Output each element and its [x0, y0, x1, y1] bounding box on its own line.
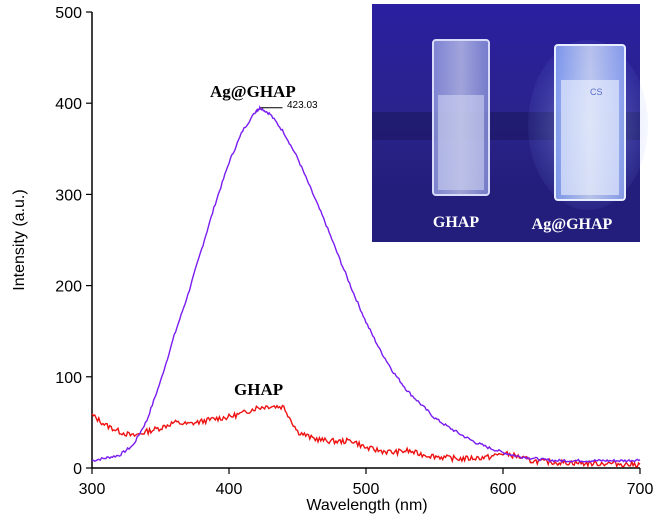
- x-tick-label: 400: [216, 481, 243, 498]
- x-tick-label: 500: [353, 481, 380, 498]
- y-tick-label: 400: [55, 96, 82, 113]
- y-tick-label: 500: [55, 5, 82, 22]
- y-ticks: 0 100 200 300 400 500: [55, 5, 92, 478]
- cuvette-ghap-outline: [432, 39, 490, 196]
- cuvette-mark: CS: [590, 87, 603, 97]
- inset-photo: CS GHAP Ag@GHAP: [372, 4, 648, 242]
- inset-label-ghap: GHAP: [433, 214, 479, 231]
- cuvette-ghap-liquid: [438, 95, 484, 190]
- cuvette-ag-ghap-liquid: [561, 80, 619, 195]
- x-ticks: 300 400 500 600 700: [79, 468, 654, 498]
- peak-value-label: 423.03: [287, 100, 318, 111]
- x-tick-label: 300: [79, 481, 106, 498]
- series-label-ghap: GHAP: [234, 380, 283, 399]
- y-tick-label: 300: [55, 187, 82, 204]
- series-label-ag-ghap: Ag@GHAP: [210, 82, 296, 101]
- inset-label-ag-ghap: Ag@GHAP: [532, 216, 613, 233]
- x-axis-title: Wavelength (nm): [306, 497, 427, 514]
- x-tick-label: 700: [627, 481, 654, 498]
- series-line-ghap: [91, 404, 641, 469]
- y-tick-label: 0: [73, 461, 82, 478]
- cuvette-ag-ghap-outline: [554, 44, 626, 201]
- series-line-ag-ghap: [91, 104, 641, 463]
- y-tick-label: 100: [55, 370, 82, 387]
- y-axis-title: Intensity (a.u.): [11, 189, 28, 290]
- x-tick-label: 600: [490, 481, 517, 498]
- y-tick-label: 200: [55, 279, 82, 296]
